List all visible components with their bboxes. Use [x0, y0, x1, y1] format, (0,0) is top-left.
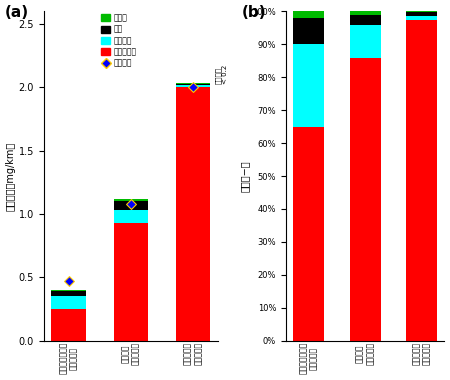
Bar: [293, 11, 324, 18]
Bar: [350, 25, 381, 57]
Bar: [51, 291, 86, 296]
Bar: [406, 16, 437, 20]
Bar: [176, 83, 210, 84]
Bar: [350, 15, 381, 25]
Bar: [114, 201, 148, 210]
Bar: [406, 13, 437, 16]
Bar: [293, 44, 324, 127]
Point: [65, 278, 72, 284]
Y-axis label: 排出係数（mg/km）: 排出係数（mg/km）: [5, 141, 16, 211]
Bar: [51, 290, 86, 291]
Bar: [350, 11, 381, 15]
Bar: [51, 296, 86, 309]
Point: [189, 84, 197, 90]
Bar: [406, 11, 437, 13]
Text: (a): (a): [5, 5, 29, 20]
Legend: イオン, 元素, 有機炭素, 元素状炭素, 粒子重量: イオン, 元素, 有機炭素, 元素状炭素, 粒子重量: [100, 12, 138, 69]
Bar: [114, 210, 148, 223]
Text: 有機炭素
< 0.2: 有機炭素 < 0.2: [215, 64, 228, 84]
Bar: [114, 223, 148, 341]
Bar: [293, 18, 324, 44]
Y-axis label: 組成（−）: 組成（−）: [239, 160, 250, 192]
Bar: [176, 87, 210, 341]
Bar: [51, 309, 86, 341]
Bar: [176, 85, 210, 87]
Bar: [176, 84, 210, 85]
Bar: [293, 127, 324, 341]
Point: [127, 201, 135, 207]
Bar: [350, 57, 381, 341]
Bar: [406, 20, 437, 341]
Bar: [114, 199, 148, 201]
Text: (b): (b): [242, 5, 266, 20]
